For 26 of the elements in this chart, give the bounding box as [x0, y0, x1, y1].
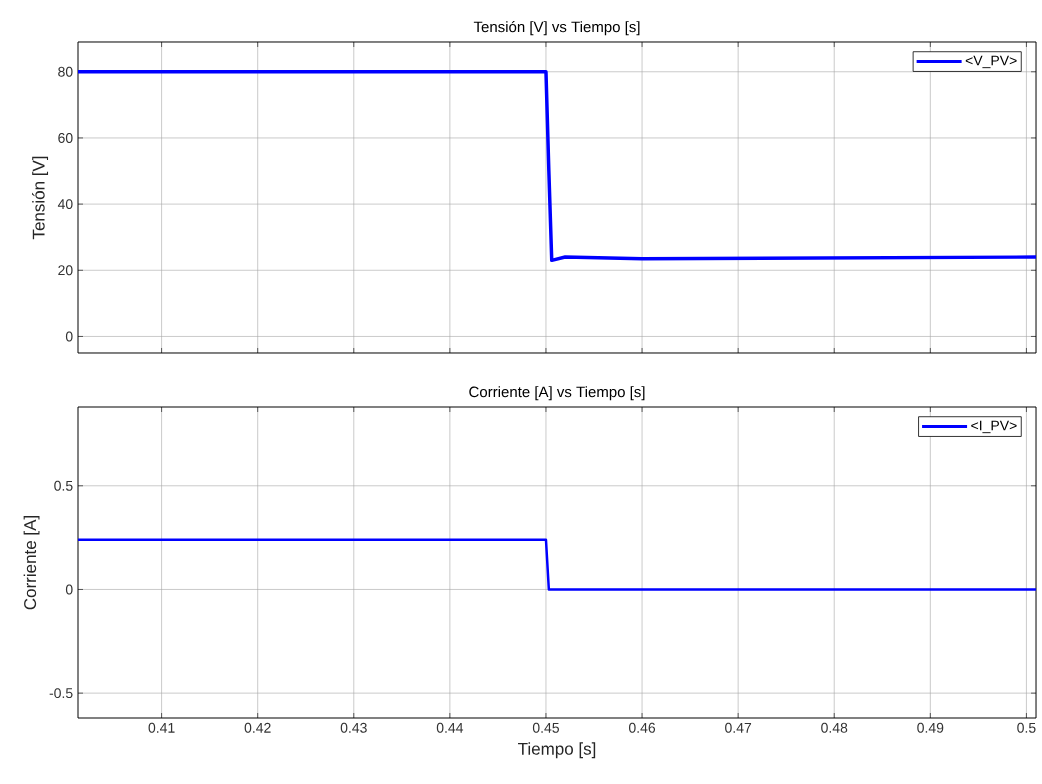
line-series	[78, 70, 1037, 263]
y-tick-label: -0.5	[49, 688, 73, 699]
y-axis-title: Tensión [V]	[32, 156, 49, 240]
x-axis-title: Tiempo [s]	[518, 742, 596, 759]
legend-label: <V_PV>	[965, 55, 1017, 69]
x-tick-label: 0.43	[340, 722, 367, 733]
y-tick-label: 0	[65, 331, 73, 342]
y-tick-label: 80	[58, 66, 73, 77]
x-tick-label: 0.48	[821, 722, 848, 733]
y-axis-title: Corriente [A]	[23, 516, 40, 610]
x-tick-label: 0.46	[628, 722, 656, 733]
y-tick-label: 60	[58, 132, 73, 143]
x-tick-label: 0.47	[725, 722, 752, 733]
x-tick-label: 0.44	[436, 722, 464, 733]
chart-title: Corriente [A] vs Tiempo [s]	[469, 386, 645, 401]
x-tick-label: 0.5	[1017, 722, 1036, 733]
x-tick-label: 0.41	[148, 722, 175, 733]
x-tick-label: 0.49	[917, 722, 944, 733]
x-tick-label: 0.45	[532, 722, 559, 733]
legend-label: <I_PV>	[971, 420, 1017, 434]
y-tick-label: 0	[65, 584, 73, 595]
y-tick-label: 40	[57, 199, 73, 210]
y-tick-label: 20	[58, 265, 73, 276]
x-tick-label: 0.42	[244, 722, 271, 733]
chart-title: Tensión [V] vs Tiempo [s]	[473, 21, 640, 36]
y-tick-label: 0.5	[54, 480, 73, 491]
